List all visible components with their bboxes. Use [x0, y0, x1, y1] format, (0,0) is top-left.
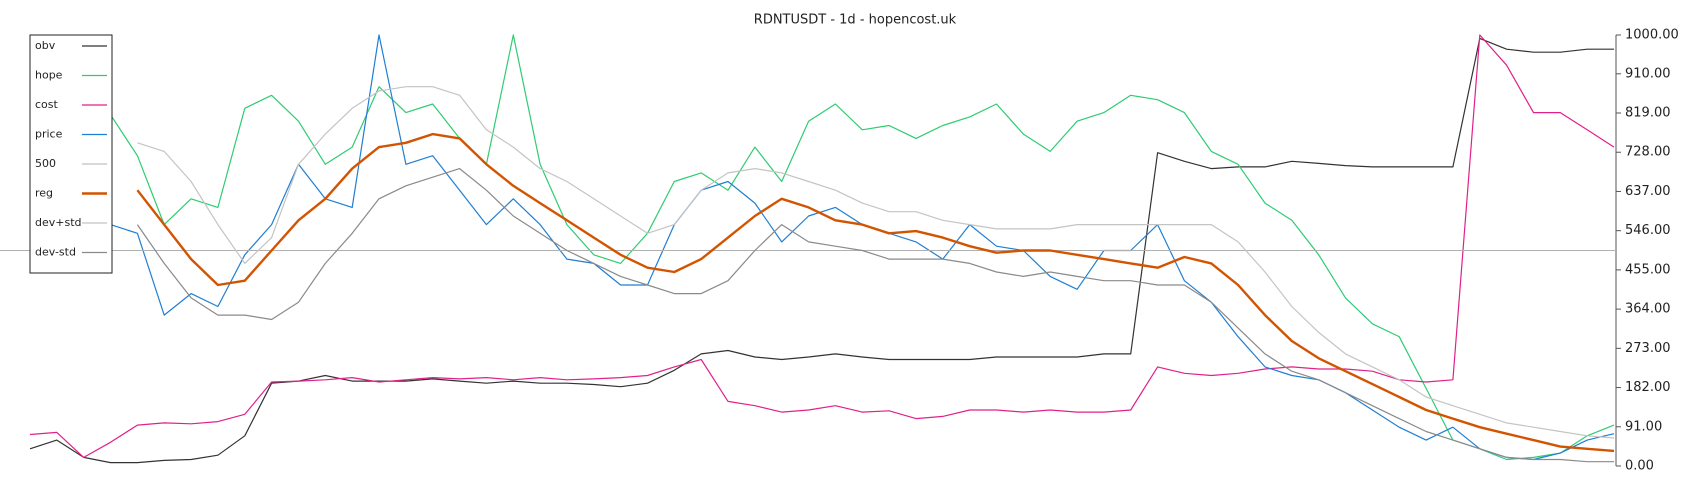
series-layer	[0, 34, 1616, 464]
y-tick-label: 455.00	[1625, 262, 1671, 277]
y-tick-label: 273.00	[1625, 341, 1671, 356]
y-tick-label: 546.00	[1625, 223, 1671, 238]
legend-label: dev-std	[35, 246, 76, 259]
legend-label: cost	[35, 98, 59, 111]
y-tick-label: 364.00	[1625, 302, 1671, 317]
y-tick-label: 1000.00	[1625, 28, 1679, 43]
series-line	[137, 86, 1615, 439]
legend-label: reg	[35, 187, 53, 200]
y-tick-label: 0.00	[1625, 459, 1654, 474]
chart-title: RDNTUSDT - 1d - hopencost.uk	[754, 13, 957, 28]
y-tick-label: 819.00	[1625, 106, 1671, 121]
y-tick-label: 728.00	[1625, 145, 1671, 160]
legend: obv hope cost price 500 reg dev+std dev-std	[29, 34, 113, 274]
series-line	[136, 132, 1615, 453]
legend-label: obv	[35, 39, 56, 52]
y-tick-label: 91.00	[1625, 419, 1662, 434]
series-line	[136, 168, 1614, 463]
y-tick-label: 637.00	[1625, 184, 1671, 199]
series-line	[29, 34, 1615, 458]
legend-label: 500	[35, 157, 56, 170]
legend-box	[29, 34, 113, 274]
y-tick-label: 182.00	[1625, 380, 1671, 395]
legend-label: dev+std	[35, 216, 82, 229]
legend-label: price	[35, 128, 63, 141]
legend-label: hope	[35, 69, 63, 82]
y-tick-label: 910.00	[1625, 66, 1671, 81]
series-line	[109, 34, 1615, 461]
